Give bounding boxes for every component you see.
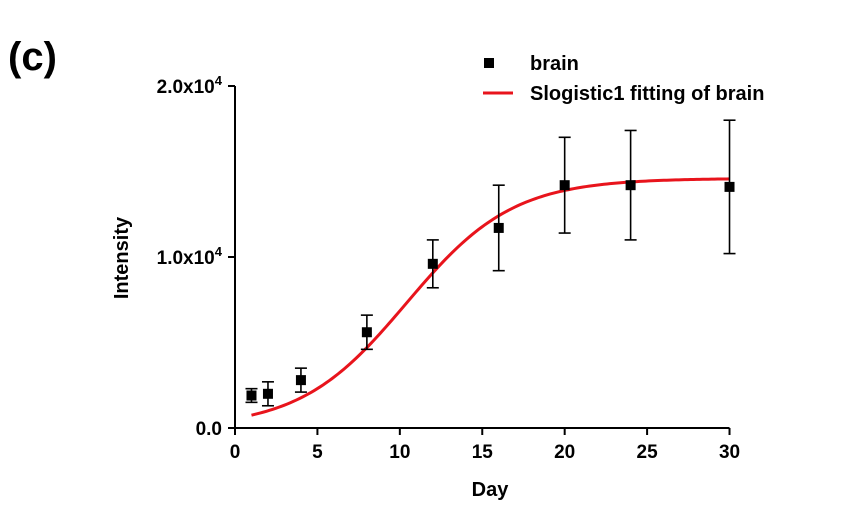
data-point <box>295 375 306 386</box>
y-tick-label: 0.0 <box>196 419 222 440</box>
legend-label-fit: Slogistic1 fitting of brain <box>530 83 764 105</box>
axes <box>228 85 731 435</box>
data-points <box>246 180 735 401</box>
x-tick-label: 10 <box>389 442 410 463</box>
x-tick-label: 20 <box>554 442 575 463</box>
data-point <box>493 222 504 233</box>
data-point <box>559 180 570 191</box>
legend: brain Slogistic1 fitting of brain <box>483 53 764 105</box>
y-tick-labels: 0.0 1.0x104 2.0x104 <box>157 73 223 440</box>
x-tick-label: 25 <box>637 442 659 463</box>
data-point <box>427 258 438 269</box>
legend-label-brain: brain <box>530 53 579 75</box>
x-axis-title: Day <box>472 479 510 501</box>
legend-marker-brain <box>484 58 494 68</box>
fit-curve-layer <box>251 177 730 417</box>
x-tick-label: 15 <box>472 442 494 463</box>
data-point <box>724 181 735 192</box>
x-tick-label: 0 <box>230 442 241 463</box>
data-point <box>262 388 273 399</box>
data-point <box>625 180 636 191</box>
x-tick-labels: 0 5 10 15 20 25 30 <box>230 442 740 463</box>
y-tick-label: 1.0x104 <box>157 244 223 269</box>
error-bars <box>245 119 736 407</box>
data-point <box>246 390 257 401</box>
x-tick-label: 5 <box>312 442 323 463</box>
fit-curve <box>251 177 730 417</box>
panel-label: (c) <box>8 35 57 79</box>
x-tick-label: 30 <box>719 442 740 463</box>
y-axis-title: Intensity <box>111 216 133 299</box>
data-point <box>361 327 372 338</box>
y-tick-label: 2.0x104 <box>157 73 223 98</box>
